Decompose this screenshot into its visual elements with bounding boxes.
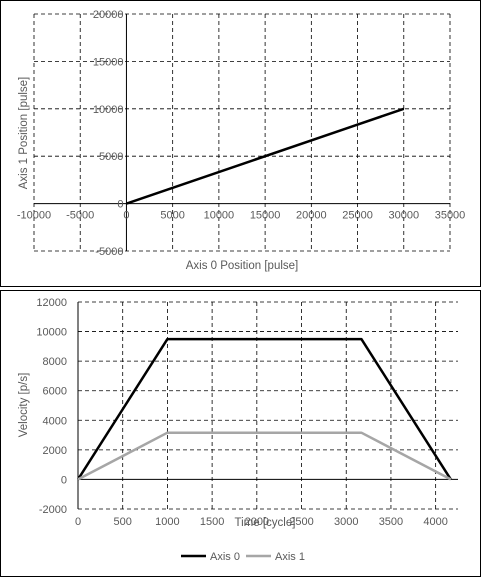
velocity-chart-y-tick-label: 8000 (43, 356, 67, 368)
velocity-chart-y-ticks: -2000 0 2000 4000 6000 8000 10000 12000 (36, 297, 67, 516)
position-chart-y-tick-label: -5000 (95, 246, 123, 258)
position-chart-x-tick-label: -5000 (66, 210, 94, 222)
velocity-chart-series-line-0 (76, 337, 452, 481)
position-chart-series (125, 107, 405, 205)
velocity-chart-series (76, 337, 452, 481)
position-chart-x-ticks: -10000 -5000 0 5000 10000 15000 20000 25000 3000… (17, 210, 465, 222)
position-chart-x-tick-label: 15000 (250, 210, 281, 222)
top-chart-frame (0, 0, 481, 287)
position-chart-x-tick-label: 20000 (296, 210, 327, 222)
position-chart-x-tick-label: 10000 (204, 210, 235, 222)
velocity-chart-y-tick-label: -2000 (39, 504, 67, 516)
velocity-chart-x-axis-title: Time [cycle] (235, 517, 296, 529)
position-chart-x-tick-label: 5000 (160, 210, 184, 222)
velocity-chart-x-ticks: 0 500 1000 1500 2000 2500 3000 3500 4000 (75, 516, 448, 528)
position-chart-x-tick-label: 30000 (388, 210, 419, 222)
velocity-chart-x-tick-label: 500 (114, 516, 132, 528)
velocity-chart: 0 500 1000 1500 2000 2500 3000 3500 4000 -2000 0 2… (18, 297, 458, 563)
legend-label-axis-1: Axis 1 (275, 551, 305, 563)
velocity-chart-x-tick-label: 3500 (379, 516, 403, 528)
position-chart-y-tick-label: 15000 (93, 56, 124, 68)
velocity-chart-x-tick-label: 1000 (155, 516, 179, 528)
velocity-chart-x-tick-label: 4000 (423, 516, 447, 528)
velocity-chart-x-tick-label: 2500 (289, 516, 313, 528)
position-chart-x-tick-label: 35000 (435, 210, 466, 222)
velocity-chart-y-tick-label: 12000 (36, 297, 67, 309)
position-chart-y-tick-label: 5000 (99, 151, 123, 163)
velocity-chart-x-tick-label: 2000 (245, 516, 269, 528)
position-chart-y-tick-label: 0 (117, 199, 123, 211)
velocity-chart-legend: Axis 0 Axis 1 (181, 551, 305, 563)
velocity-chart-x-tick-label: 0 (75, 516, 81, 528)
position-chart-y-axis-title: Axis 1 Position [pulse] (18, 77, 30, 190)
velocity-chart-x-tick-label: 1500 (200, 516, 224, 528)
velocity-chart-y-axis-title: Velocity [p/s] (18, 373, 30, 438)
velocity-chart-y-tick-label: 6000 (43, 386, 67, 398)
position-chart-x-axis-title: Axis 0 Position [pulse] (186, 260, 299, 272)
velocity-chart-series-line-1 (77, 431, 452, 481)
velocity-chart-y-tick-label: 2000 (43, 445, 67, 457)
position-chart-grid (33, 13, 451, 252)
velocity-chart-axes (77, 302, 458, 509)
position-chart-y-tick-label: 10000 (93, 104, 124, 116)
position-chart-series-line-0 (125, 107, 405, 205)
position-chart-axes (34, 14, 450, 251)
position-chart-y-ticks: -5000 0 5000 10000 15000 20000 (93, 9, 124, 258)
velocity-chart-x-tick-label: 3000 (334, 516, 358, 528)
position-chart-x-tick-label: 25000 (342, 210, 373, 222)
velocity-chart-y-tick-label: 4000 (43, 415, 67, 427)
legend-label-axis-0: Axis 0 (210, 551, 240, 563)
position-chart-x-tick-label: -10000 (17, 210, 51, 222)
velocity-chart-y-tick-label: 10000 (36, 327, 67, 339)
velocity-chart-y-tick-label: 0 (61, 474, 67, 486)
position-chart-x-tick-label: 0 (123, 210, 129, 222)
position-chart: -10000 -5000 0 5000 10000 15000 20000 25000 3000… (17, 9, 465, 272)
position-chart-y-tick-label: 20000 (93, 9, 124, 21)
